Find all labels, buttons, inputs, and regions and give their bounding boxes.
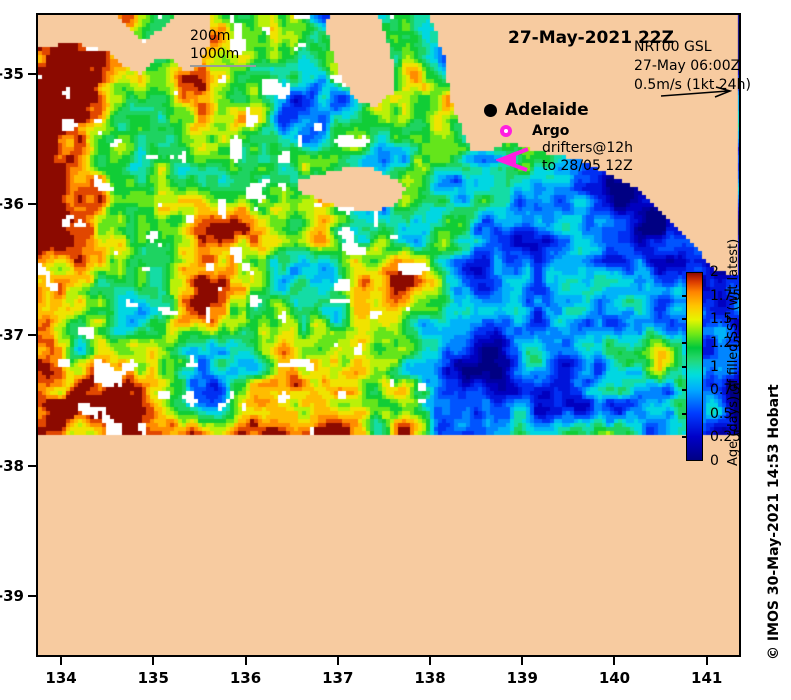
model-time: 27-May 06:00Z xyxy=(634,57,741,74)
x-tick-label: 139 xyxy=(506,669,538,687)
colorbar-tickmark xyxy=(682,436,687,439)
x-tickmark xyxy=(336,657,339,665)
drifter-track-arrow-icon xyxy=(496,147,529,172)
x-tickmark xyxy=(429,657,431,665)
colorbar-tickmark xyxy=(682,294,687,297)
y-tickmark xyxy=(28,464,36,467)
depth-1000m-label: 1000m xyxy=(190,46,240,63)
argo-legend-row: Argo xyxy=(500,123,569,139)
adelaide-label: Adelaide xyxy=(505,100,589,120)
drifter-line1: drifters@12h xyxy=(542,140,634,156)
y-tickmark xyxy=(28,334,36,336)
colorbar-tickmark xyxy=(682,412,687,415)
y-tickmark xyxy=(28,203,36,206)
colorbar-tickmark xyxy=(682,389,687,392)
depth-200m-label: 200m xyxy=(190,28,231,44)
x-tick-label: 134 xyxy=(45,669,77,687)
colorbar-tickmark xyxy=(682,341,687,344)
x-tickmark xyxy=(705,657,708,665)
scale-arrow-icon xyxy=(660,86,732,98)
model-info-block: NRT00 GSL 27-May 06:00Z 0.5m/s (1kt 24h) xyxy=(634,38,751,95)
filled-circle-marker-icon xyxy=(484,103,497,117)
colorbar-tick-label: 0.25 xyxy=(710,429,742,446)
x-tick-label: 137 xyxy=(322,669,354,687)
colorbar-tick-label: 2 xyxy=(710,264,719,280)
depth-contour-legend: 200m 1000m xyxy=(190,27,239,63)
depth-legend-rule xyxy=(190,65,256,67)
colorbar-tickmark xyxy=(682,318,687,321)
colorbar-tick-label: 1.75 xyxy=(710,287,742,304)
y-tickmark xyxy=(28,72,36,75)
y-tick-label: -35 xyxy=(0,64,24,83)
x-tick-label: 136 xyxy=(229,669,262,687)
map-title-datetime: 27-May-2021 22Z xyxy=(508,28,674,48)
colorbar-tick-label: 0.5 xyxy=(710,405,733,422)
colorbar-tick-label: 1.25 xyxy=(710,334,742,351)
y-tick-label: -39 xyxy=(0,587,24,606)
argo-label: Argo xyxy=(532,123,570,139)
x-tickmark xyxy=(152,657,155,665)
colorbar-tick-label: 1 xyxy=(710,358,719,375)
colorbar-tick-label: 0 xyxy=(710,453,719,469)
adelaide-marker-legend: Adelaide xyxy=(484,100,589,120)
x-tick-label: 141 xyxy=(691,669,723,687)
drifter-line2: to 28/05 12Z xyxy=(542,157,633,174)
x-tickmark xyxy=(521,657,524,665)
drifter-legend-text: drifters@12h to 28/05 12Z xyxy=(542,140,633,175)
x-tick-label: 135 xyxy=(137,669,169,687)
map-plot-area[interactable] xyxy=(36,13,741,657)
colorbar-tickmark xyxy=(682,365,687,368)
colorbar-gradient xyxy=(686,272,703,461)
model-name: NRT00 GSL xyxy=(634,39,712,55)
drifter-legend-row: drifters@12h to 28/05 12Z xyxy=(496,140,633,176)
x-tick-label: 140 xyxy=(598,669,631,687)
colorbar-tick-label: 0.75 xyxy=(710,382,742,399)
argo-float-marker-icon xyxy=(500,125,512,137)
x-tick-label: 138 xyxy=(414,669,446,687)
model-speed-scale: 0.5m/s (1kt 24h) xyxy=(634,76,751,93)
sst-age-raster xyxy=(38,15,739,655)
copyright-text: © IMOS 30-May-2021 14:53 Hobart xyxy=(766,384,782,660)
x-tickmark xyxy=(613,657,616,665)
x-tickmark xyxy=(60,657,63,665)
y-tick-label: -36 xyxy=(0,195,24,214)
x-tickmark xyxy=(244,657,247,665)
colorbar-tick-label: 1.5 xyxy=(710,311,733,328)
y-tick-label: -37 xyxy=(0,326,24,344)
y-tickmark xyxy=(28,595,36,598)
y-tick-label: -38 xyxy=(0,456,24,475)
